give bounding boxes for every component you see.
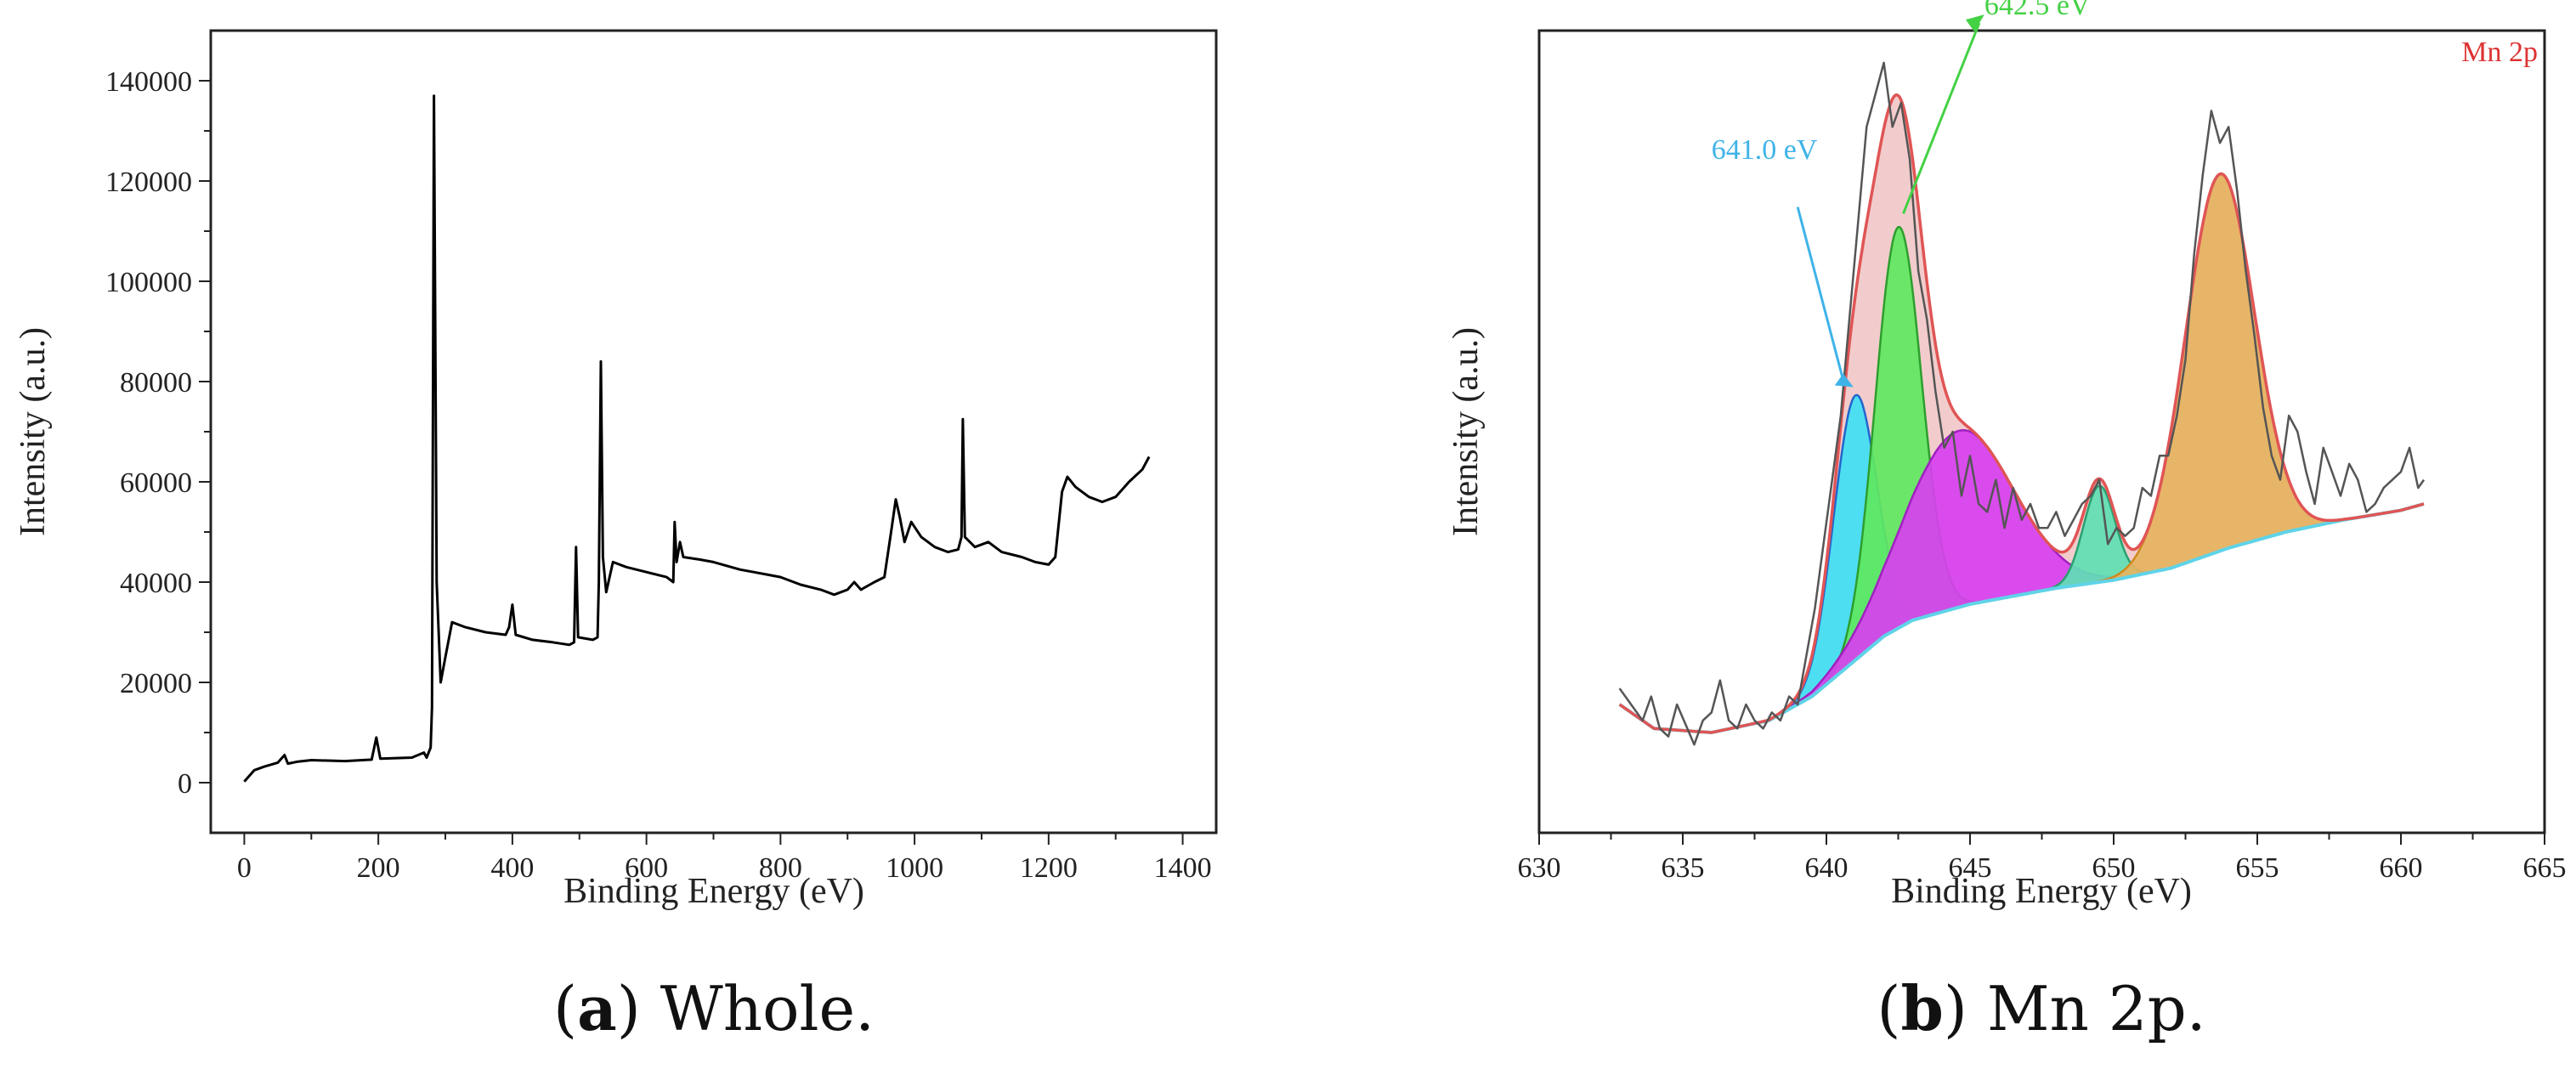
survey-line xyxy=(243,94,1151,783)
x-tick-label: 1400 xyxy=(1154,852,1212,884)
y-tick-label: 100000 xyxy=(105,267,192,298)
x-tick-label: 0 xyxy=(237,852,252,884)
x-tick-label: 665 xyxy=(2523,852,2567,884)
x-tick-label: 645 xyxy=(1949,852,1992,884)
x-tick-label: 400 xyxy=(490,852,534,884)
x-tick-label: 1200 xyxy=(1020,852,1078,884)
chart-b: 630 635 640 645 650 655 660 665 641.0 eV 642.5 e… xyxy=(1447,0,2567,911)
y-tick-label: 140000 xyxy=(105,66,192,98)
y-tick-label: 40000 xyxy=(120,568,192,599)
annotation-arrow-642 xyxy=(1902,22,1981,214)
x-tick-label: 600 xyxy=(625,852,668,884)
chart-a: 0 200 400 600 800 1000 1200 1400 0 20000 40000 6000… xyxy=(14,29,1218,911)
annotation-label-642: 642.5 eV xyxy=(1984,0,2091,21)
chart-b-lines xyxy=(1618,61,2426,746)
annotation-arrowhead-641 xyxy=(1834,373,1854,388)
x-tick-label: 200 xyxy=(357,852,400,884)
x-tick-label: 660 xyxy=(2380,852,2423,884)
y-tick-label: 60000 xyxy=(120,467,192,499)
envelope-fill xyxy=(1619,94,2424,733)
caption-b-label: b xyxy=(1901,972,1944,1044)
chart-b-frame xyxy=(1537,29,2546,835)
x-tick-label: 1000 xyxy=(886,852,943,884)
chart-a-frame xyxy=(209,29,1218,835)
chart-b-xlabel: Binding Energy (eV) xyxy=(1891,872,2192,911)
x-tick-label: 630 xyxy=(1518,852,1561,884)
chart-b-ylabel: Intensity (a.u.) xyxy=(1447,327,1486,536)
y-tick-label: 20000 xyxy=(120,668,192,699)
annotation-arrow-641 xyxy=(1796,207,1845,381)
chart-a-ylabel: Intensity (a.u.) xyxy=(14,327,53,536)
chart-a-ticks: 0 200 400 600 800 1000 1200 1400 0 20000 40000 6000… xyxy=(105,66,1212,884)
envelope-line xyxy=(1618,93,2425,734)
chart-b-annotations: 641.0 eV 642.5 eV xyxy=(1712,0,2091,388)
chart-b-components xyxy=(1619,94,2424,733)
component-peak xyxy=(2092,173,2348,585)
caption-b: (b) Mn 2p. xyxy=(1877,972,2205,1044)
chart-a-xlabel: Binding Energy (eV) xyxy=(563,872,864,911)
raw-data-line xyxy=(1618,61,2426,746)
caption-a: (a) Whole. xyxy=(553,972,875,1044)
y-tick-label: 80000 xyxy=(120,367,192,399)
annotation-label-641: 641.0 eV xyxy=(1712,134,1818,166)
x-tick-label: 650 xyxy=(2092,852,2136,884)
caption-b-text: Mn 2p. xyxy=(1987,973,2206,1044)
chart-a-series xyxy=(243,94,1151,783)
chart-b-title: Mn 2p xyxy=(2461,37,2538,68)
caption-a-text: Whole. xyxy=(660,973,875,1044)
x-tick-label: 800 xyxy=(759,852,802,884)
y-tick-label: 120000 xyxy=(105,167,192,198)
chart-b-ticks: 630 635 640 645 650 655 660 665 xyxy=(1518,833,2567,884)
y-tick-label: 0 xyxy=(178,768,192,800)
caption-a-label: a xyxy=(577,972,617,1044)
x-tick-label: 655 xyxy=(2236,852,2279,884)
annotation-arrowhead-642 xyxy=(1965,14,1984,32)
x-tick-label: 635 xyxy=(1662,852,1705,884)
x-tick-label: 640 xyxy=(1805,852,1848,884)
